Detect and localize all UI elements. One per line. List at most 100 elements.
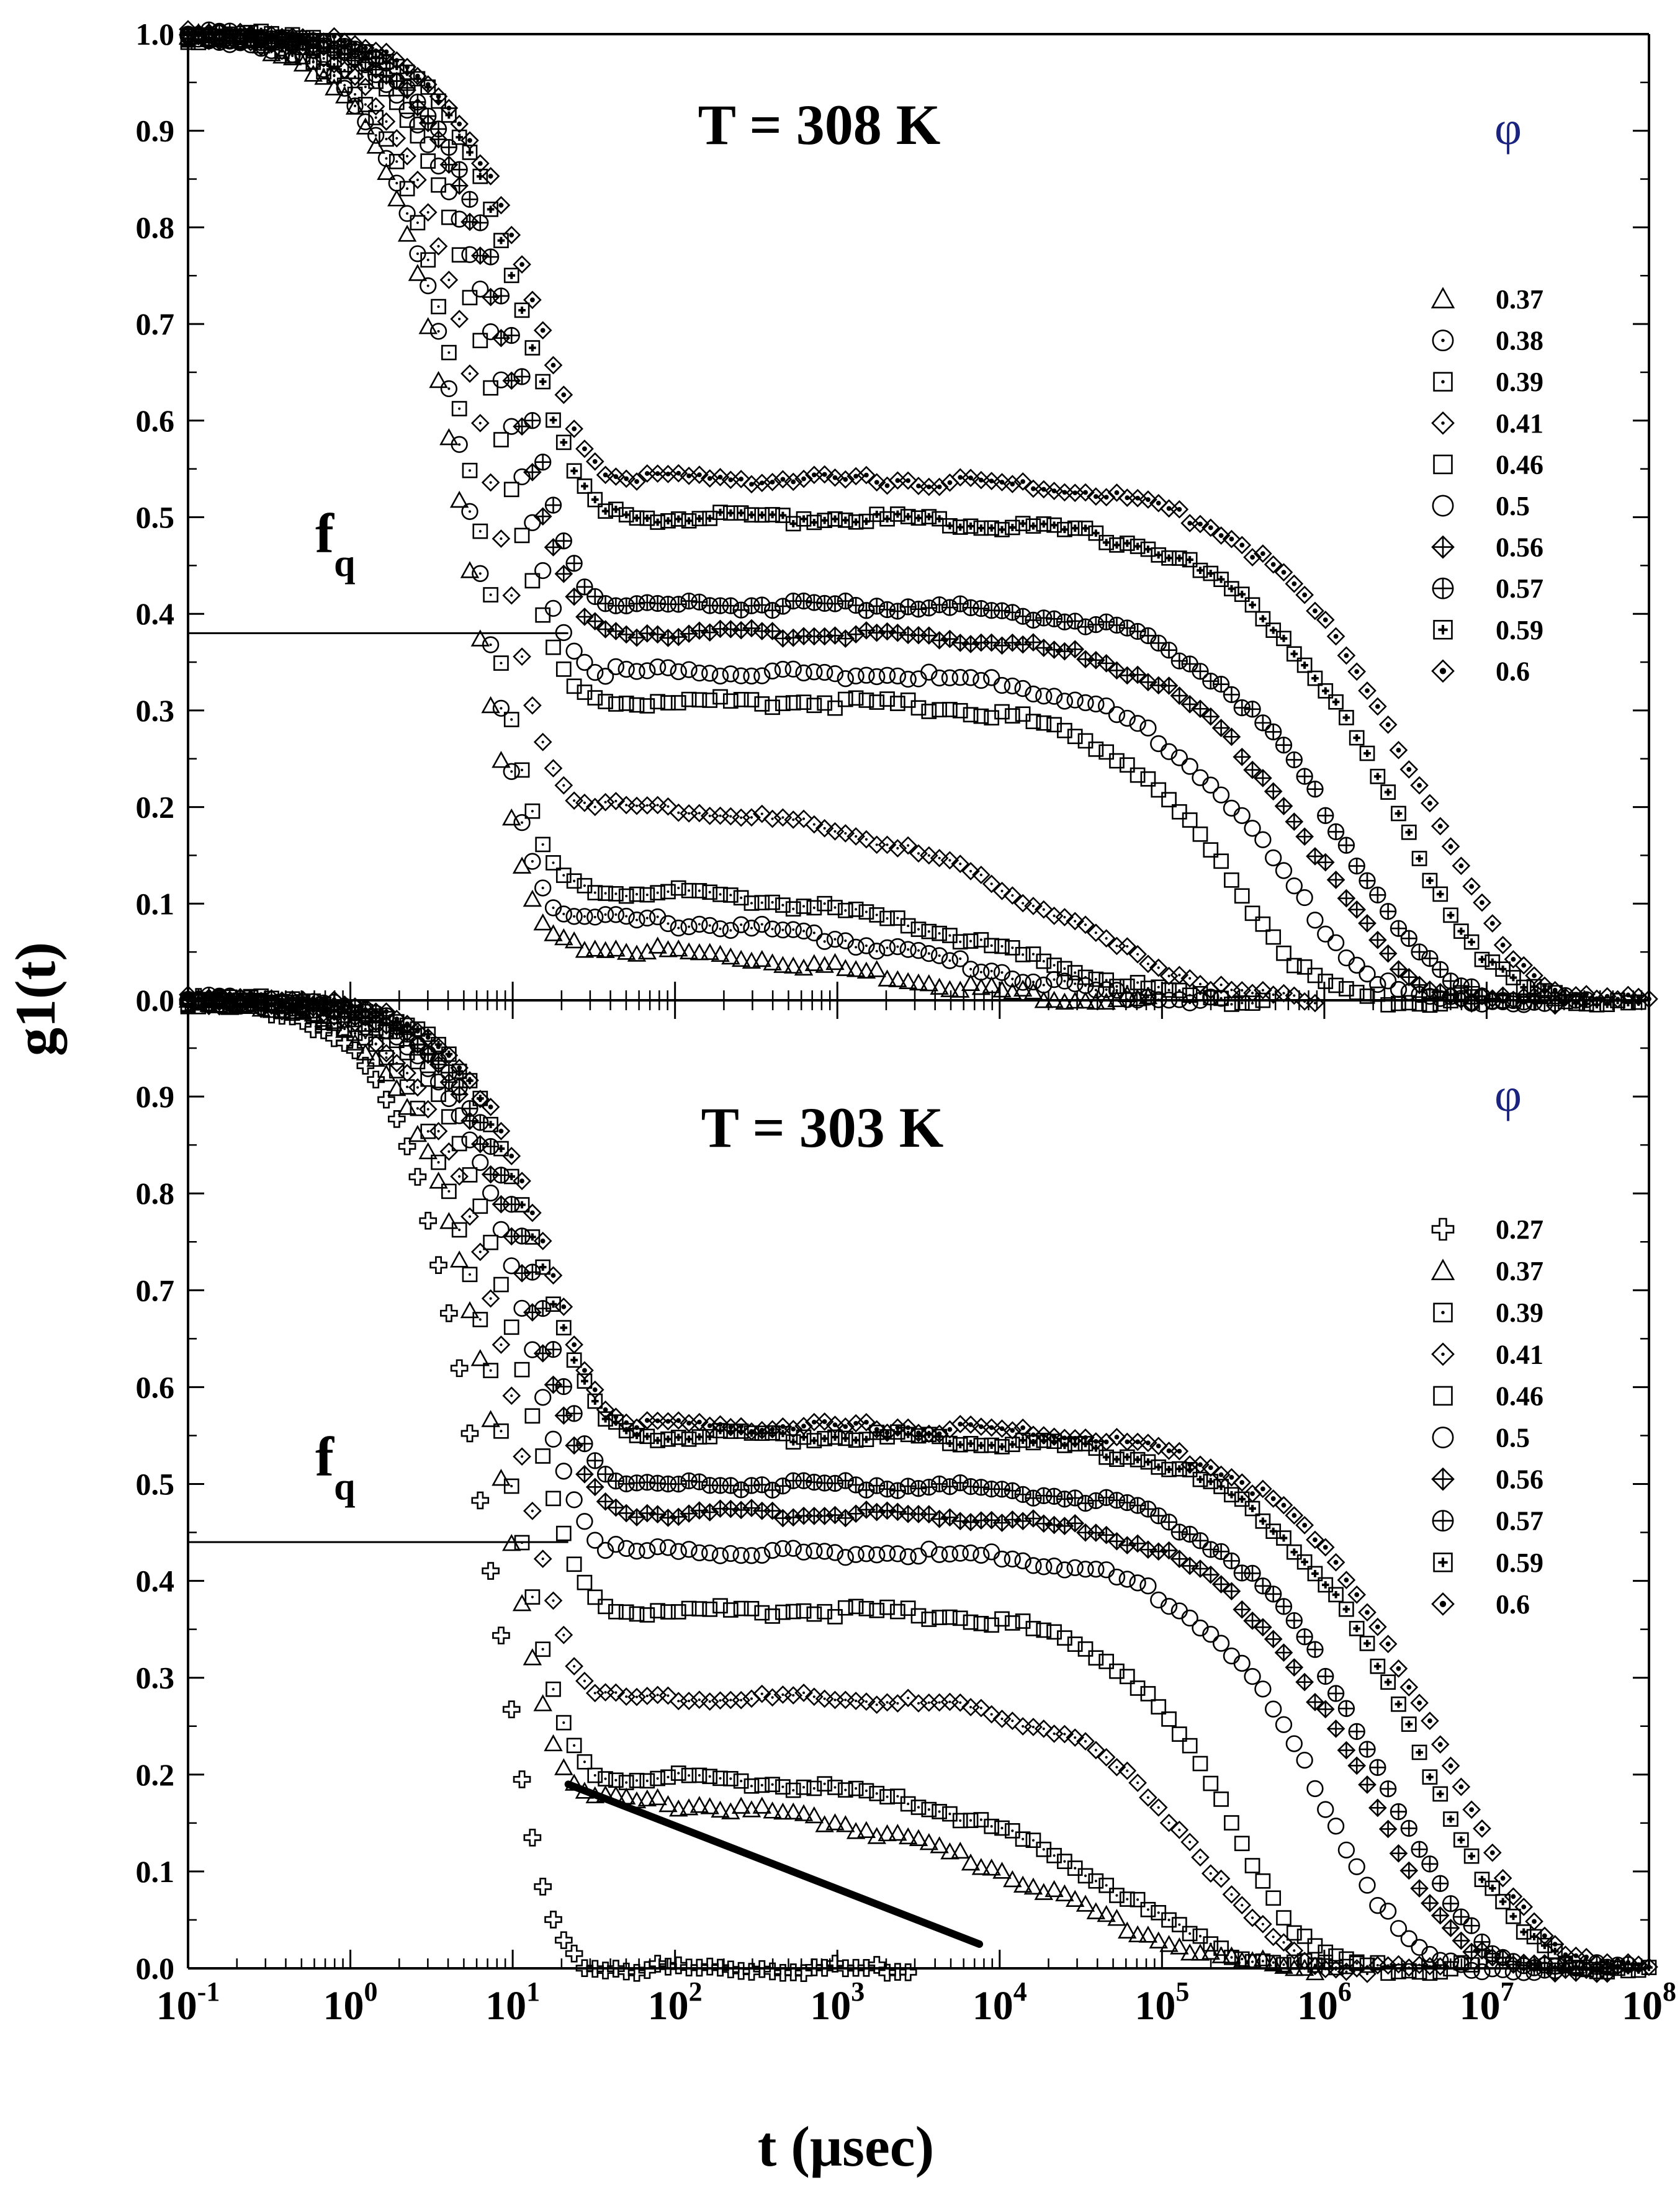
data-point	[555, 1320, 572, 1335]
data-point	[1044, 640, 1064, 659]
data-point	[1286, 957, 1302, 974]
data-point	[961, 1698, 980, 1716]
data-point	[1514, 1898, 1534, 1916]
legend-label: 0.46	[1496, 1381, 1543, 1411]
data-point	[535, 607, 551, 623]
data-point	[1046, 517, 1062, 533]
data-point	[784, 921, 802, 938]
data-point	[961, 862, 980, 881]
data-point	[1172, 1461, 1187, 1477]
data-point	[878, 1481, 896, 1498]
data-point	[523, 290, 542, 310]
data-point	[1224, 1487, 1239, 1503]
data-point	[890, 1603, 905, 1620]
data-point	[1328, 694, 1344, 710]
data-point	[596, 668, 614, 685]
data-point	[702, 1428, 718, 1445]
data-point	[784, 956, 803, 974]
data-point	[1254, 714, 1272, 732]
data-point	[387, 128, 407, 148]
data-point	[586, 663, 604, 681]
data-point	[1107, 1428, 1126, 1446]
data-point	[431, 298, 446, 315]
data-point	[743, 1778, 760, 1794]
data-point	[941, 952, 959, 969]
data-point	[1317, 1801, 1334, 1818]
data-point	[691, 883, 707, 899]
data-point	[1264, 1630, 1283, 1649]
data-point	[1285, 751, 1303, 769]
data-point	[650, 885, 665, 901]
data-point	[544, 1341, 562, 1358]
data-point	[1151, 979, 1167, 995]
legend-label: 0.46	[1496, 449, 1543, 480]
data-point	[962, 599, 979, 616]
data-point	[650, 1603, 665, 1619]
data-point	[493, 1276, 509, 1293]
data-point	[1327, 934, 1345, 951]
data-point	[555, 1463, 572, 1480]
data-point	[1243, 1484, 1262, 1503]
data-point	[398, 101, 416, 119]
data-point	[587, 885, 603, 900]
data-point	[524, 412, 541, 429]
data-point	[618, 1540, 635, 1558]
data-point	[690, 621, 709, 640]
y-tick-label: 0.7	[136, 1273, 175, 1307]
data-point	[1254, 831, 1272, 848]
data-point	[544, 599, 562, 617]
data-point	[565, 555, 583, 572]
data-point	[439, 1212, 459, 1229]
data-point	[743, 692, 760, 707]
legend-label: 0.39	[1496, 1298, 1543, 1328]
data-point	[555, 532, 572, 550]
data-point	[576, 1513, 593, 1530]
data-point	[1024, 633, 1043, 652]
data-point	[1025, 973, 1042, 991]
data-point	[1348, 1858, 1365, 1875]
data-point	[1317, 925, 1334, 943]
data-point	[1379, 903, 1397, 920]
data-point	[731, 949, 751, 967]
data-point	[618, 907, 635, 925]
data-point	[867, 623, 886, 642]
data-point	[857, 830, 876, 849]
data-point	[1108, 1492, 1126, 1509]
data-point	[1525, 1912, 1543, 1931]
data-point	[658, 629, 678, 647]
data-point	[660, 513, 676, 529]
data-point	[1493, 1868, 1512, 1888]
data-point	[858, 602, 875, 619]
data-point	[1370, 768, 1386, 784]
data-point	[577, 1373, 593, 1389]
data-point	[1483, 914, 1502, 933]
data-point	[523, 1502, 542, 1520]
data-point	[1035, 976, 1053, 994]
data-point	[1347, 1585, 1367, 1604]
data-point	[1045, 1487, 1063, 1505]
data-point	[775, 696, 791, 711]
data-point	[1389, 1659, 1408, 1678]
data-point	[1391, 1696, 1406, 1712]
data-point	[439, 428, 459, 446]
data-point	[596, 792, 615, 812]
data-point	[462, 1267, 478, 1283]
data-point	[879, 1789, 895, 1805]
data-point	[576, 578, 593, 596]
data-point	[1431, 1735, 1450, 1754]
data-point	[1088, 1873, 1104, 1889]
data-point	[1285, 812, 1304, 831]
data-point	[450, 176, 469, 195]
data-point	[806, 594, 823, 611]
data-point	[492, 328, 511, 347]
data-point	[963, 1813, 979, 1828]
data-point	[1359, 745, 1375, 761]
data-point	[483, 587, 498, 603]
data-point	[973, 600, 990, 617]
data-point	[471, 1491, 490, 1510]
data-point	[1170, 500, 1189, 519]
data-point	[1265, 849, 1282, 867]
data-point	[387, 51, 407, 70]
panel-303k-legend-title: φ	[1494, 1069, 1522, 1121]
data-point	[460, 1207, 479, 1226]
